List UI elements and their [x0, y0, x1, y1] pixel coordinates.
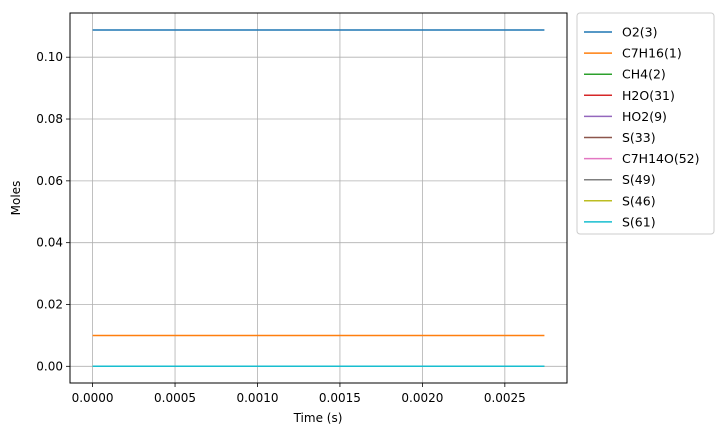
- x-tick-label: 0.0010: [236, 391, 278, 405]
- legend-label: S(49): [622, 172, 656, 187]
- x-axis-ticks: 0.0000 0.0005 0.0010 0.0015 0.0020 0.0025: [72, 383, 526, 405]
- y-axis-label: Moles: [9, 181, 23, 216]
- legend-label: S(61): [622, 214, 656, 229]
- legend-label: CH4(2): [622, 67, 666, 82]
- y-tick-label: 0.10: [36, 50, 63, 64]
- y-axis-ticks: 0.00 0.02 0.04 0.06 0.08 0.10: [36, 50, 70, 373]
- y-tick-label: 0.02: [36, 297, 63, 311]
- legend: O2(3) C7H16(1) CH4(2) H2O(31) HO2(9) S(33) C7H…: [576, 12, 715, 235]
- legend-label: C7H14O(52): [622, 151, 699, 166]
- x-axis-label: Time (s): [293, 411, 343, 425]
- x-tick-label: 0.0000: [72, 391, 114, 405]
- y-tick-label: 0.06: [36, 174, 63, 188]
- legend-label: C7H16(1): [622, 46, 682, 61]
- y-tick-label: 0.00: [36, 359, 63, 373]
- x-tick-label: 0.0025: [484, 391, 526, 405]
- series-lines: [92, 29, 545, 368]
- legend-label: S(33): [622, 130, 656, 145]
- legend-label: S(46): [622, 193, 656, 208]
- x-tick-label: 0.0005: [154, 391, 196, 405]
- plot-frame: [69, 12, 568, 384]
- y-tick-label: 0.08: [36, 112, 63, 126]
- y-tick-label: 0.04: [36, 236, 63, 250]
- legend-label: H2O(31): [622, 88, 675, 103]
- legend-box: [576, 12, 715, 235]
- legend-label: HO2(9): [622, 109, 667, 124]
- grid-lines: [70, 13, 567, 383]
- x-tick-label: 0.0020: [401, 391, 443, 405]
- x-tick-label: 0.0015: [319, 391, 361, 405]
- legend-label: O2(3): [622, 25, 658, 40]
